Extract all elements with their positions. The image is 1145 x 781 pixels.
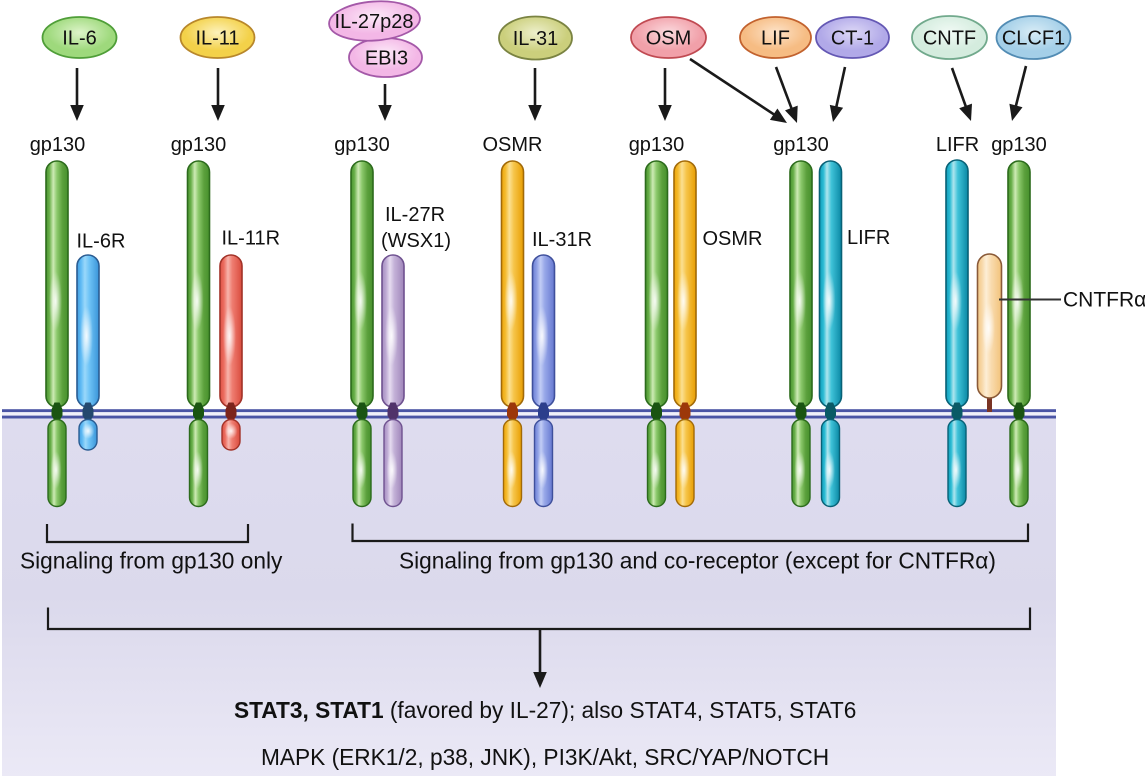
svg-text:IL-6: IL-6 (62, 28, 96, 50)
svg-text:CLCF1: CLCF1 (1002, 28, 1065, 50)
svg-text:gp130: gp130 (171, 134, 227, 156)
svg-text:OSMR: OSMR (703, 228, 763, 250)
svg-text:gp130: gp130 (30, 134, 86, 156)
svg-text:IL-11: IL-11 (195, 28, 239, 50)
svg-text:EBI3: EBI3 (365, 48, 408, 70)
svg-text:IL-31: IL-31 (513, 28, 559, 50)
svg-text:gp130: gp130 (991, 134, 1047, 156)
svg-text:Signaling from gp130 and co-re: Signaling from gp130 and co-receptor (ex… (399, 548, 996, 574)
svg-text:LIF: LIF (761, 28, 790, 50)
svg-text:MAPK (ERK1/2, p38, JNK), PI3K/: MAPK (ERK1/2, p38, JNK), PI3K/Akt, SRC/Y… (261, 744, 829, 770)
svg-text:STAT3, STAT1 (favored by IL-27: STAT3, STAT1 (favored by IL-27); also ST… (234, 697, 856, 723)
svg-text:LIFR: LIFR (936, 134, 979, 156)
svg-text:IL-6R: IL-6R (77, 231, 126, 253)
svg-text:gp130: gp130 (334, 134, 390, 156)
svg-text:OSM: OSM (646, 28, 692, 50)
svg-text:(WSX1): (WSX1) (381, 230, 451, 252)
svg-text:CNTFRα: CNTFRα (1063, 289, 1145, 312)
svg-text:gp130: gp130 (629, 134, 685, 156)
svg-text:LIFR: LIFR (847, 227, 890, 249)
svg-text:gp130: gp130 (773, 134, 829, 156)
svg-text:CNTF: CNTF (923, 28, 976, 50)
svg-text:CT-1: CT-1 (831, 28, 874, 50)
svg-text:IL-27p28: IL-27p28 (335, 11, 414, 33)
svg-text:Signaling from gp130 only: Signaling from gp130 only (20, 548, 283, 574)
svg-text:OSMR: OSMR (483, 134, 543, 156)
svg-text:IL-11R: IL-11R (222, 228, 281, 250)
svg-text:IL-31R: IL-31R (532, 229, 592, 251)
svg-text:IL-27R: IL-27R (385, 204, 445, 226)
